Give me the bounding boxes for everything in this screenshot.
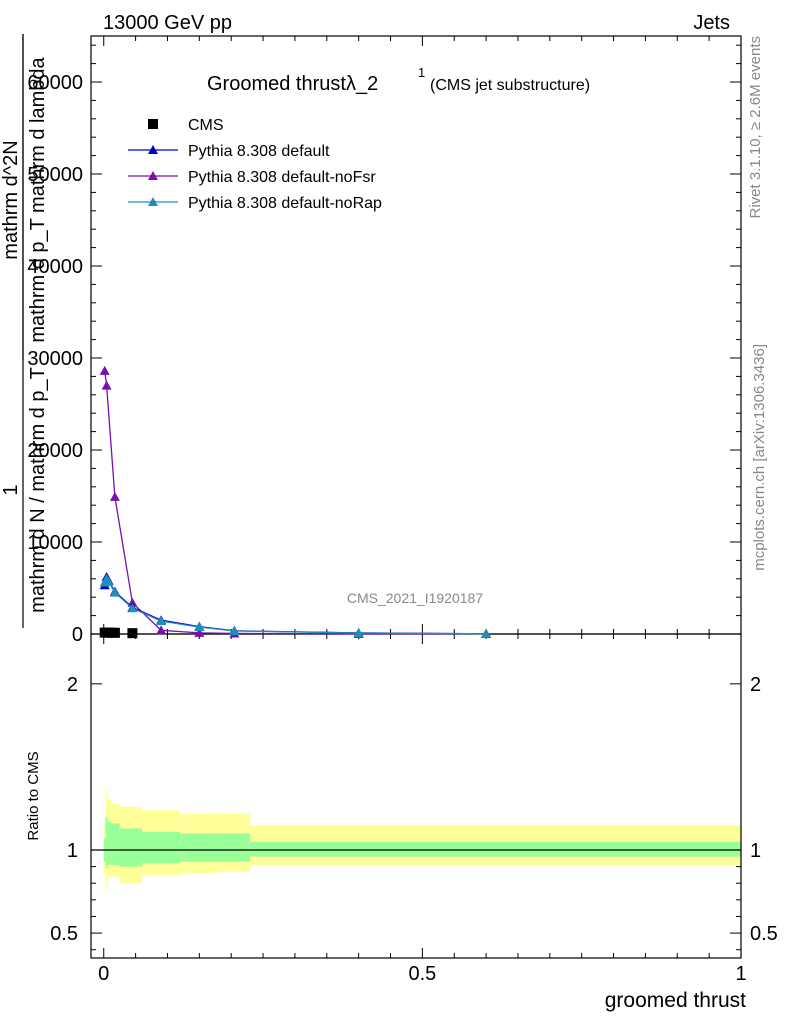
- x-axis-label: groomed thrust: [605, 989, 746, 1012]
- marker-noRap: [353, 627, 364, 637]
- ratio-band-inner: [105, 816, 108, 869]
- marker-cms: [109, 627, 120, 638]
- ratio-y-tick-label: 0.5: [50, 923, 78, 945]
- ratio-frame: [90, 633, 742, 959]
- marker-noFsr: [101, 380, 112, 390]
- y-tick-label: 60000: [27, 72, 83, 94]
- y-tick-label: 40000: [27, 256, 83, 278]
- y-label-line-1: 1: [0, 484, 22, 495]
- y-label-line-3: mathrm d^2N: [0, 140, 22, 259]
- x-tick-label: 0: [98, 963, 109, 985]
- legend-marker-cms: [148, 119, 158, 129]
- y-axis-label: 1 mathrm d N / mathrm d p_T mathrm d^2N …: [0, 34, 49, 628]
- legend-marker-default: [148, 145, 158, 154]
- ratio-band-inner: [250, 841, 741, 857]
- x-tick-label: 0.5: [408, 963, 436, 985]
- marker-noRap: [194, 622, 205, 632]
- ratio-band-inner: [218, 833, 251, 862]
- legend: CMS Pythia 8.308 default Pythia 8.308 defa…: [128, 117, 382, 212]
- legend-marker-noRap: [148, 197, 158, 206]
- marker-noRap: [156, 616, 167, 626]
- header-right: Jets: [693, 12, 730, 34]
- ratio-band-inner: [107, 821, 112, 865]
- marker-noRap: [229, 625, 240, 635]
- y-tick-label: 10000: [27, 532, 83, 554]
- y-tick-label: 50000: [27, 164, 83, 186]
- analysis-id: CMS_2021_I1920187: [347, 590, 483, 606]
- mcplots-credit: mcplots.cern.ch [arXiv:1306.3436]: [751, 344, 768, 571]
- marker-noFsr: [194, 627, 205, 637]
- marker-noFsr: [99, 365, 110, 375]
- series-layer: [99, 365, 492, 639]
- y-tick-label: 20000: [27, 440, 83, 462]
- x-tick-label: 1: [735, 963, 746, 985]
- ratio-band-inner: [180, 833, 219, 862]
- series-line-noRap: [104, 577, 487, 635]
- header-left: 13000 GeV pp: [103, 12, 232, 34]
- ratio-band-inner: [111, 823, 120, 865]
- ratio-band-inner: [119, 828, 142, 867]
- ratio-band-inner: [141, 831, 181, 864]
- legend-marker-noFsr: [148, 171, 158, 180]
- marker-noFsr: [156, 625, 167, 635]
- title-text: Groomed thrustλ_2: [207, 73, 378, 95]
- legend-label-cms: CMS: [188, 117, 224, 134]
- ratio-y-tick-label-right: 2: [750, 674, 761, 696]
- y-label-line-4: mathrm d p_T mathrm d lambda: [27, 56, 49, 342]
- ratio-y-tick-label: 1: [67, 840, 78, 862]
- ratio-y-tick-label-right: 1: [750, 840, 761, 862]
- y-tick-label: 30000: [27, 348, 83, 370]
- legend-label-noFsr: Pythia 8.308 default-noFsr: [188, 169, 376, 186]
- legend-label-default: Pythia 8.308 default: [188, 143, 330, 160]
- y-tick-label: 0: [72, 624, 83, 646]
- marker-noRap: [103, 576, 114, 586]
- marker-noRap: [127, 603, 138, 613]
- marker-cms: [127, 628, 138, 639]
- marker-noFsr: [109, 491, 120, 501]
- ratio-y-tick-label: 2: [67, 674, 78, 696]
- title-subtitle: (CMS jet substructure): [430, 77, 590, 94]
- ratio-y-label: Ratio to CMS: [25, 751, 42, 840]
- marker-noRap: [481, 628, 492, 638]
- plot-title: Groomed thrustλ_2 1 (CMS jet substructur…: [207, 65, 590, 95]
- title-superscript: 1: [418, 65, 425, 80]
- ratio-panel: [91, 790, 741, 890]
- rivet-version: Rivet 3.1.10, ≥ 2.6M events: [747, 36, 764, 219]
- marker-noRap: [109, 587, 120, 597]
- ratio-y-tick-label-right: 0.5: [750, 923, 778, 945]
- legend-label-noRap: Pythia 8.308 default-noRap: [188, 195, 382, 212]
- y-label-line-2: mathrm d N / mathrm d p_T: [27, 367, 49, 613]
